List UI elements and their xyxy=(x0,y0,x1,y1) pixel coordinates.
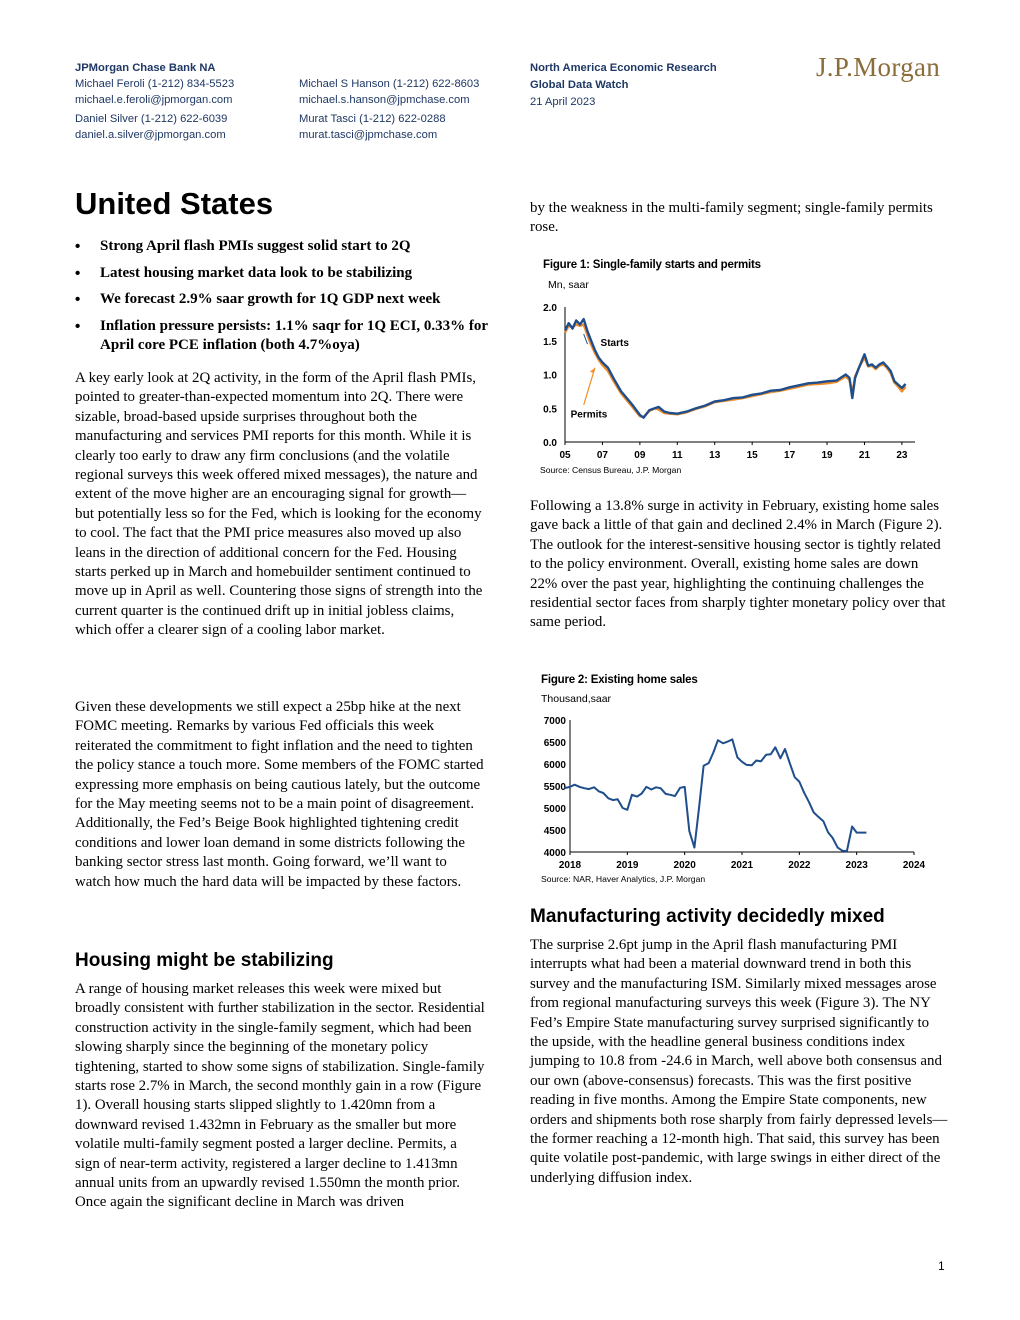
body-paragraph: The surprise 2.6pt jump in the April fla… xyxy=(530,937,948,1186)
series-line-existing-home-sales xyxy=(564,738,867,853)
body-paragraph: by the weakness in the multi-family segm… xyxy=(530,200,933,236)
figure-2-unit: Thousand,saar xyxy=(541,693,612,705)
annotation-starts-pointer xyxy=(583,333,588,345)
body-paragraph: A key early look at 2Q activity, in the … xyxy=(75,370,483,639)
annotation-permits-arrow xyxy=(583,367,596,406)
y-tick-label: 0.5 xyxy=(543,404,557,415)
x-tick-label: 23 xyxy=(896,450,908,461)
author-name: Michael S Hanson (1-212) 622-8603 xyxy=(299,78,480,90)
header-right: North America Economic Research Global D… xyxy=(530,60,717,111)
author-name: Michael Feroli (1-212) 834-5523 xyxy=(75,78,235,90)
x-tick-label: 2018 xyxy=(559,860,582,871)
section-heading: Housing might be stabilizing xyxy=(75,950,334,971)
key-point: Latest housing market data look to be st… xyxy=(75,264,495,284)
y-tick-label: 5500 xyxy=(544,782,567,793)
y-tick-label: 1.5 xyxy=(543,337,557,348)
y-tick-label: 6500 xyxy=(544,738,567,749)
x-tick-label: 11 xyxy=(672,450,683,461)
author-name: Murat Tasci (1-212) 622-0288 xyxy=(299,113,446,125)
publication-date: 21 April 2023 xyxy=(530,96,596,108)
key-points: Strong April flash PMIs suggest solid st… xyxy=(75,237,495,363)
figure-2-title: Figure 2: Existing home sales xyxy=(541,674,698,686)
page-title: United States xyxy=(75,186,274,221)
body-paragraph: Given these developments we still expect… xyxy=(75,699,484,890)
x-tick-label: 2023 xyxy=(846,860,869,871)
y-tick-label: 4500 xyxy=(544,826,567,837)
author-email[interactable]: murat.tasci@jpmchase.com xyxy=(299,129,438,141)
series-line-starts xyxy=(563,317,907,419)
header-middle: Michael S Hanson (1-212) 622-8603 michae… xyxy=(299,76,479,143)
figure-1-chart: 0.0 0.5 1.0 1.5 2.0 05 07 09 11 13 15 17 19 21 23 Start… xyxy=(543,303,915,461)
annotation-permits-arrowhead xyxy=(589,367,595,373)
figure-2-source: Source: NAR, Haver Analytics, J.P. Morga… xyxy=(541,874,706,884)
y-tick-label: 2.0 xyxy=(543,303,557,314)
figure-1-title: Figure 1: Single-family starts and permi… xyxy=(543,259,761,271)
x-tick-label: 09 xyxy=(634,450,646,461)
body-paragraph: A range of housing market releases this … xyxy=(75,981,485,1211)
header-left: JPMorgan Chase Bank NA Michael Feroli (1… xyxy=(75,60,234,143)
x-tick-label: 19 xyxy=(821,450,833,461)
page-number: 1 xyxy=(938,1259,945,1273)
section-heading: Manufacturing activity decidedly mixed xyxy=(530,906,885,927)
x-tick-label: 17 xyxy=(784,450,796,461)
key-point: Strong April flash PMIs suggest solid st… xyxy=(75,237,495,257)
bank-name: JPMorgan Chase Bank NA xyxy=(75,62,216,74)
jpmorgan-logo: J.P.Morgan xyxy=(816,52,941,82)
y-tick-label: 5000 xyxy=(544,804,567,815)
publication: Global Data Watch xyxy=(530,79,629,91)
x-tick-label: 2022 xyxy=(788,860,811,871)
x-tick-label: 07 xyxy=(597,450,609,461)
x-tick-label: 15 xyxy=(747,450,759,461)
y-tick-label: 0.0 xyxy=(543,438,557,449)
key-point: We forecast 2.9% saar growth for 1Q GDP … xyxy=(75,290,495,310)
figure-1-unit: Mn, saar xyxy=(548,279,589,291)
author-email[interactable]: michael.e.feroli@jpmorgan.com xyxy=(75,94,233,106)
y-tick-label: 7000 xyxy=(544,716,567,727)
author-name: Daniel Silver (1-212) 622-6039 xyxy=(75,113,228,125)
annotation-permits: Permits xyxy=(571,410,608,421)
x-tick-label: 2019 xyxy=(616,860,639,871)
body-paragraph: Following a 13.8% surge in activity in F… xyxy=(530,498,946,631)
department: North America Economic Research xyxy=(530,62,717,74)
x-tick-label: 2021 xyxy=(731,860,754,871)
key-point: Inflation pressure persists: 1.1% saqr f… xyxy=(75,317,495,356)
author-email[interactable]: michael.s.hanson@jpmchase.com xyxy=(299,94,470,106)
figure-2-chart: 4000 4500 5000 5500 6000 6500 7000 2018 2019 2020… xyxy=(544,716,926,871)
x-tick-label: 2024 xyxy=(903,860,926,871)
y-tick-label: 4000 xyxy=(544,848,567,859)
author-email[interactable]: daniel.a.silver@jpmorgan.com xyxy=(75,129,226,141)
y-tick-label: 6000 xyxy=(544,760,567,771)
x-tick-label: 21 xyxy=(859,450,871,461)
figure-1-source: Source: Census Bureau, J.P. Morgan xyxy=(540,465,682,475)
x-tick-label: 2020 xyxy=(674,860,697,871)
x-tick-label: 05 xyxy=(559,450,571,461)
annotation-starts: Starts xyxy=(601,338,630,349)
x-tick-label: 13 xyxy=(709,450,721,461)
y-tick-label: 1.0 xyxy=(543,371,557,382)
